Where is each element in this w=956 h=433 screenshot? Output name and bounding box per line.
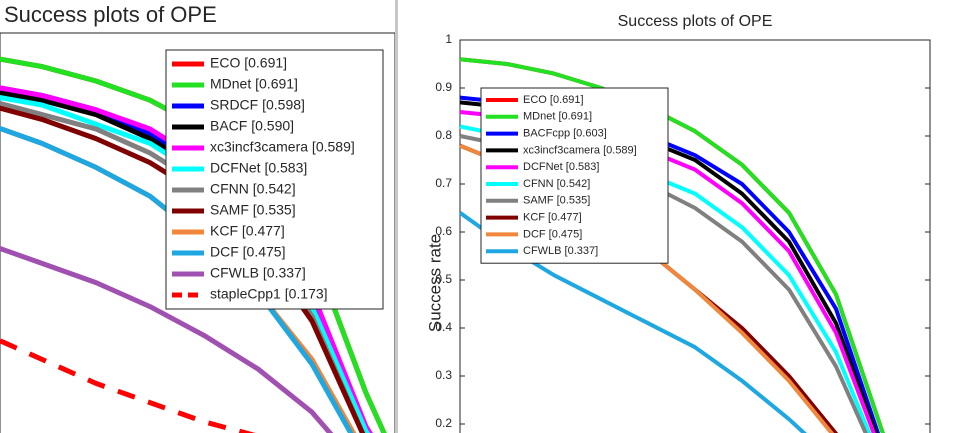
series-line	[0, 94, 371, 433]
y-tick-label: 0.9	[435, 80, 452, 94]
legend-label: KCF [0.477]	[523, 212, 582, 224]
y-axis-label: Success rate	[425, 234, 444, 332]
left-chart: Success plots of OPE ECO [0.691] MDnet [0.…	[0, 2, 395, 433]
y-tick-label: 1	[445, 32, 452, 46]
legend-label: SAMF [0.535]	[523, 195, 590, 207]
series-line	[458, 211, 807, 433]
series-line	[0, 337, 256, 433]
y-tick-label: 0.2	[435, 416, 452, 430]
legend-label: BACFcpp [0.603]	[523, 128, 607, 140]
legend-label: CFNN [0.542]	[210, 181, 296, 197]
series-line	[0, 85, 373, 433]
series-line	[0, 105, 366, 433]
legend-label: BACF [0.590]	[210, 118, 294, 134]
legend-label: DCFNet [0.583]	[210, 160, 307, 176]
series-line	[0, 125, 354, 433]
legend-label: stapleCpp1 [0.173]	[210, 286, 328, 302]
legend-label: MDnet [0.691]	[523, 111, 592, 123]
legend-label: SAMF [0.535]	[210, 202, 296, 218]
y-tick-label: 0.4	[435, 320, 452, 334]
y-tick-label: 0.7	[435, 176, 452, 190]
axes-box	[459, 39, 931, 433]
legend-label: xc3incf3camera [0.589]	[523, 144, 637, 156]
legend-label: DCFNet [0.583]	[523, 161, 599, 173]
series-line	[0, 245, 334, 433]
legend-label: xc3incf3camera [0.589]	[210, 139, 355, 155]
right-chart: Success plots of OPE Success rate 0.2 0.3 0.…	[425, 13, 931, 433]
legend-label: SRDCF [0.598]	[210, 97, 305, 113]
axes-box	[0, 32, 395, 433]
chart-title: Success plots of OPE	[618, 13, 773, 30]
legend-label: MDnet [0.691]	[210, 76, 298, 92]
y-tick-label: 0.8	[435, 128, 452, 142]
legend-label: ECO [0.691]	[210, 55, 287, 71]
y-tick-label: 0.5	[435, 272, 452, 286]
legend-label: CFNN [0.542]	[523, 178, 590, 190]
legend-label: CFWLB [0.337]	[523, 245, 598, 257]
legend-label: DCF [0.475]	[210, 244, 285, 260]
chart-title: Success plots of OPE	[4, 2, 217, 27]
legend-label: KCF [0.477]	[210, 223, 285, 239]
legend-label: CFWLB [0.337]	[210, 265, 306, 281]
legend-label: ECO [0.691]	[523, 94, 584, 106]
legend-label: DCF [0.475]	[523, 228, 582, 240]
y-tick-label: 0.6	[435, 224, 452, 238]
y-tick-label: 0.3	[435, 368, 452, 382]
legend-box	[165, 49, 384, 310]
series-line	[459, 57, 885, 433]
